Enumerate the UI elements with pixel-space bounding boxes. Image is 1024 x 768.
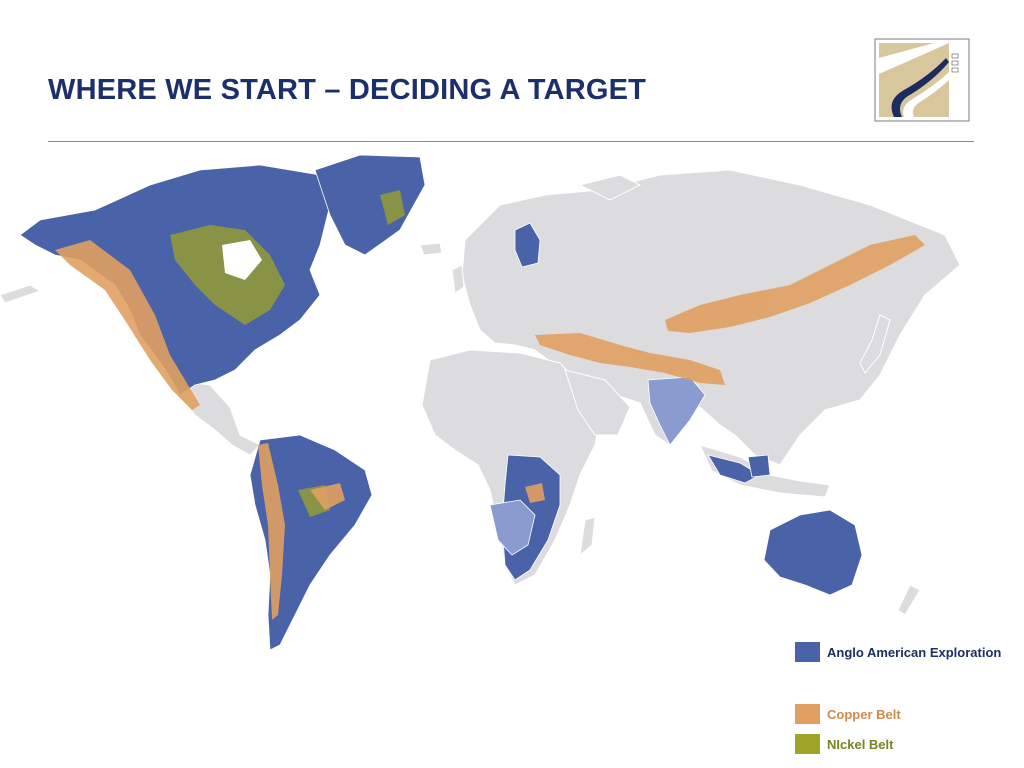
legend-item-exploration: Anglo American Exploration (795, 642, 1001, 662)
legend-label-copper-belt: Copper Belt (827, 706, 901, 722)
landmass-madagascar (579, 516, 596, 557)
legend-swatch-exploration (795, 642, 820, 662)
world-map (0, 154, 961, 651)
legend-label-exploration: Anglo American Exploration (827, 644, 1002, 660)
copper-belt-tethyan (535, 333, 725, 385)
copper-belt-cordillera (55, 240, 200, 410)
region-finland (514, 222, 541, 268)
region-greenland (314, 154, 426, 256)
legend-swatch-nickel-belt (795, 734, 820, 754)
copper-belt-central-asia (665, 235, 925, 333)
hudson-bay (222, 240, 262, 280)
legend-label-nickel-belt: NIckel Belt (827, 736, 894, 752)
company-logo (874, 38, 970, 122)
legend-item-copper-belt: Copper Belt (795, 704, 901, 724)
nickel-belt-canadian-shield (170, 225, 285, 325)
nickel-belt-greenland (380, 190, 405, 225)
legend-swatch-copper-belt (795, 704, 820, 724)
region-borneo (747, 454, 771, 478)
copper-belt-andes (258, 443, 285, 620)
exploration-light-regions (489, 376, 706, 556)
landmass-iceland (419, 242, 443, 256)
copper-belt-brazil (310, 483, 345, 510)
landmass-aleutians (0, 284, 42, 304)
landmass-new-zealand (897, 584, 921, 616)
landmass-arabia (564, 369, 631, 436)
region-namibia-botswana (489, 499, 536, 556)
nickel-belts (170, 190, 405, 517)
region-indonesia (707, 454, 761, 484)
landmass-uk (451, 264, 465, 294)
region-australia (763, 509, 863, 596)
copper-belt-zambia (525, 483, 545, 503)
landmass-japan (859, 314, 891, 374)
legend-item-nickel-belt: NIckel Belt (795, 734, 893, 754)
title-divider (48, 141, 974, 142)
landmass-arctic-islands (578, 174, 642, 201)
map-legend: Anglo American Exploration Copper Belt N… (795, 638, 1024, 760)
region-north-america (19, 164, 331, 396)
slide-title: WHERE WE START – DECIDING A TARGET (48, 74, 647, 106)
copper-belts (55, 235, 925, 620)
